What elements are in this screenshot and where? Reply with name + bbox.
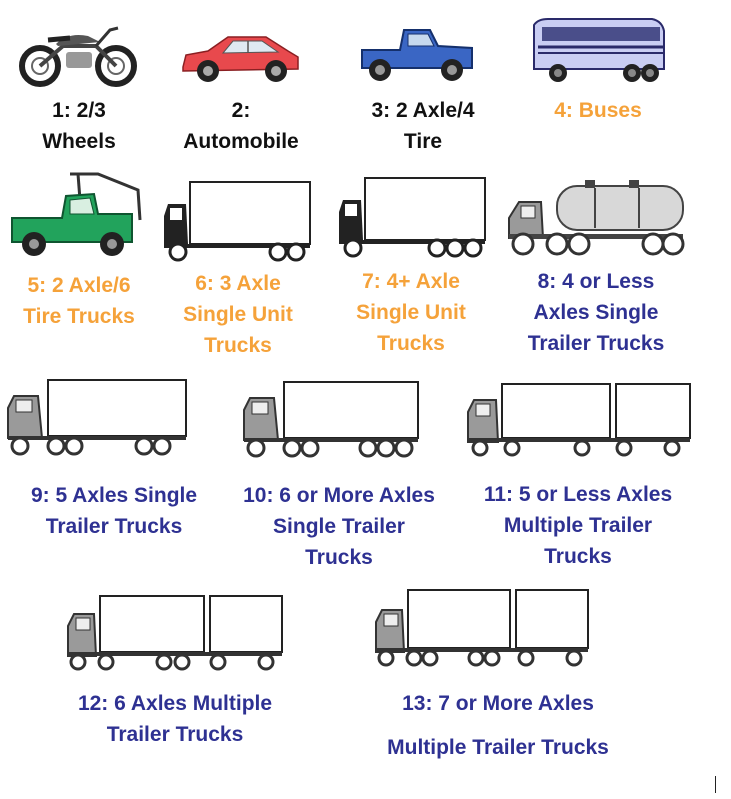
semi-trailer-5axle-icon xyxy=(7,379,187,456)
class-10-label-line-2: Single Trailer xyxy=(273,515,405,538)
class-7-label-line-2: Single Unit xyxy=(356,301,466,324)
text-cursor xyxy=(715,776,716,793)
class-3-label-line-2: Tire xyxy=(403,130,443,153)
class-1-label-line-2: Wheels xyxy=(42,130,116,153)
class-4-label-line-1: 4: Buses xyxy=(554,99,642,122)
class-2-label-line-2: Automobile xyxy=(183,130,299,153)
class-8-label-line-1: 8: 4 or Less xyxy=(537,270,655,293)
class-3-label-line-1: 3: 2 Axle/4 xyxy=(371,99,475,122)
class-2-label-line-1: 2: xyxy=(231,99,251,122)
class-12-label-line-1: 12: 6 Axles Multiple xyxy=(77,692,273,715)
class-6-label-line-3: Trucks xyxy=(204,334,272,357)
class-5-label-line-1: 5: 2 Axle/6 xyxy=(27,274,131,297)
class-13-label-line-1: 13: 7 or More Axles xyxy=(402,692,594,715)
class-7-label-line-1: 7: 4+ Axle xyxy=(362,270,460,293)
single-unit-truck-3axle-icon xyxy=(164,181,311,262)
class-11-label-line-2: Multiple Trailer xyxy=(503,514,653,537)
class-6-label-line-2: Single Unit xyxy=(183,303,293,326)
automobile-icon xyxy=(182,36,299,82)
pickup-truck-icon xyxy=(361,29,473,81)
class-5-label-line-2: Tire Trucks xyxy=(23,305,135,328)
class-9-label-line-2: Trailer Trucks xyxy=(45,515,183,538)
class-12-label-line-2: Trailer Trucks xyxy=(106,723,244,746)
class-11-label-line-1: 11: 5 or Less Axles xyxy=(483,483,673,506)
single-unit-truck-4axle-icon xyxy=(339,177,486,258)
double-trailer-6axle-icon xyxy=(67,595,283,671)
class-11-label-line-3: Trucks xyxy=(544,545,612,568)
class-13-label-line-2: Multiple Trailer Trucks xyxy=(387,736,609,759)
class-7-label-line-3: Trucks xyxy=(377,332,445,355)
class-1-label-line-1: 1: 2/3 xyxy=(52,99,106,122)
class-8-label-line-2: Axles Single xyxy=(533,301,659,324)
class-6-label-line-1: 6: 3 Axle xyxy=(195,272,281,295)
class-10-label-line-3: Trucks xyxy=(305,546,373,569)
double-trailer-5axle-icon xyxy=(467,383,691,457)
double-trailer-7axle-icon xyxy=(375,589,589,667)
tanker-truck-icon xyxy=(508,180,685,256)
class-10-label-line-1: 10: 6 or More Axles xyxy=(243,484,435,507)
class-9-label-line-1: 9: 5 Axles Single xyxy=(30,484,198,507)
motorcycle-icon xyxy=(19,26,137,87)
class-8-label-line-3: Trailer Trucks xyxy=(527,332,665,355)
tow-truck-icon xyxy=(11,172,142,256)
bus-icon xyxy=(533,18,665,82)
semi-trailer-6axle-icon xyxy=(243,381,419,458)
